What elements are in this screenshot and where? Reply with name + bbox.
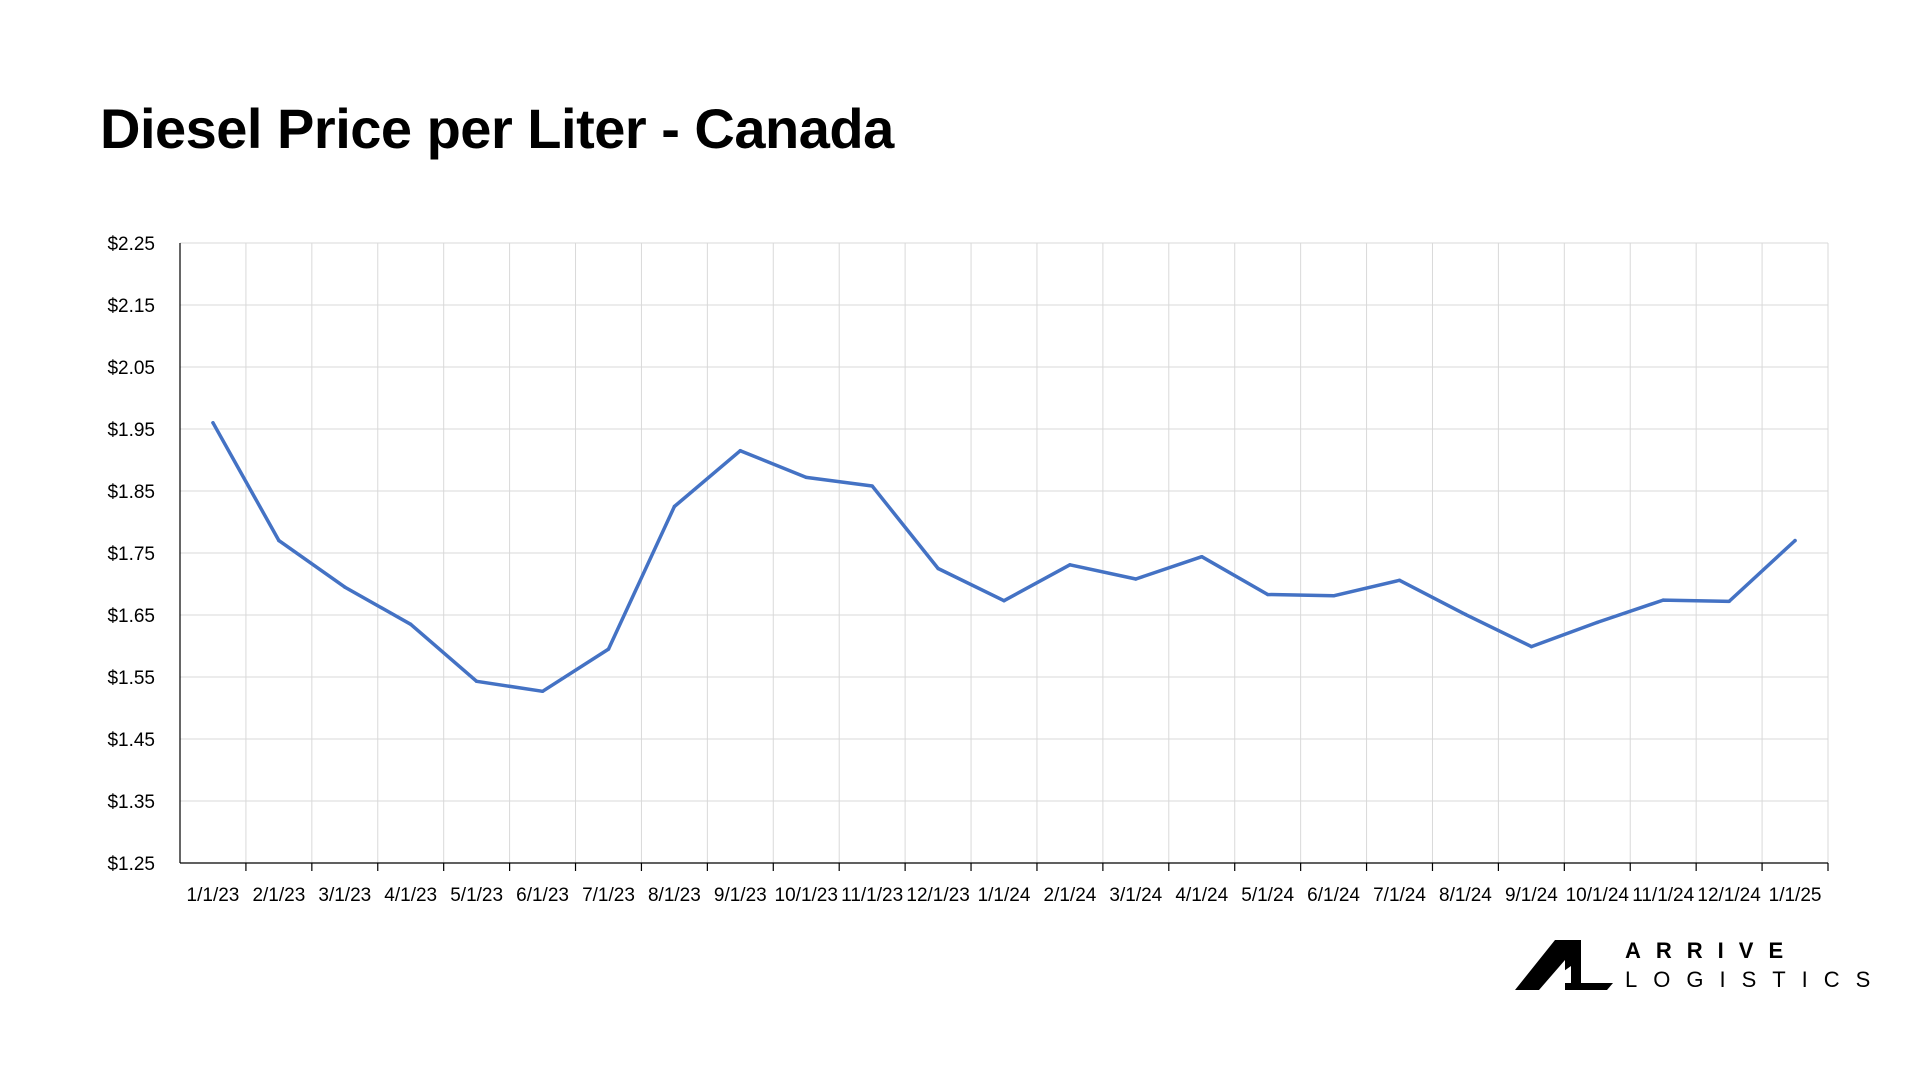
- data-point: [409, 622, 413, 626]
- y-tick-label: $1.55: [107, 668, 155, 689]
- data-point: [1134, 577, 1138, 581]
- data-point: [1529, 644, 1534, 649]
- x-tick-labels: 1/1/23 2/1/23 3/1/23 4/1/23 5/1/23 6/1/23 7/1/…: [187, 885, 1822, 906]
- x-tick-label: 12/1/24: [1697, 885, 1761, 906]
- data-point: [343, 585, 347, 589]
- x-tick-label: 9/1/24: [1505, 885, 1558, 906]
- y-tick-label: $1.95: [107, 420, 155, 441]
- y-tick-label: $1.35: [107, 792, 155, 813]
- x-tick-label: 12/1/23: [906, 885, 969, 906]
- data-point: [1200, 555, 1204, 559]
- x-tick-label: 11/1/23: [841, 885, 903, 906]
- data-point: [1727, 599, 1731, 604]
- y-tick-label: $1.65: [107, 606, 155, 627]
- data-point: [1463, 612, 1468, 617]
- x-tick-label: 9/1/23: [714, 885, 767, 906]
- x-tick-label: 11/1/24: [1632, 885, 1694, 906]
- series-layer: [211, 421, 1797, 694]
- data-point: [870, 484, 874, 488]
- x-tick-label: 2/1/24: [1044, 885, 1097, 906]
- data-point: [1265, 592, 1270, 597]
- data-point: [1661, 598, 1665, 602]
- x-tick-label: 4/1/23: [384, 885, 437, 906]
- data-point: [540, 689, 545, 693]
- data-point: [1068, 563, 1072, 567]
- y-tick-label: $1.45: [107, 730, 155, 751]
- x-tick-label: 5/1/24: [1241, 885, 1294, 906]
- data-point: [277, 538, 281, 543]
- x-tick-label: 8/1/23: [648, 885, 701, 906]
- data-point: [211, 421, 215, 425]
- data-point: [936, 566, 940, 571]
- arrive-logo-mark-icon: [1515, 940, 1613, 990]
- y-tick-label: $2.15: [107, 296, 155, 317]
- data-point: [1595, 620, 1599, 625]
- x-tick-label: 7/1/23: [582, 885, 635, 906]
- logo-wordmark-arrive: ARRIVE: [1625, 938, 1799, 963]
- x-tick-label: 5/1/23: [450, 885, 503, 906]
- data-point: [606, 647, 611, 651]
- data-point: [1793, 538, 1797, 543]
- y-tick-label: $1.25: [107, 854, 155, 875]
- data-point: [738, 449, 743, 453]
- y-tick-label: $2.05: [107, 358, 155, 379]
- x-tick-label: 7/1/24: [1373, 885, 1426, 906]
- data-point: [474, 679, 479, 684]
- y-tick-label: $2.25: [107, 234, 155, 255]
- series-line: [211, 421, 1797, 694]
- logo-wordmark-logistics: LOGISTICS: [1625, 967, 1887, 992]
- y-tick-label: $1.85: [107, 482, 155, 503]
- x-tick-label: 6/1/24: [1307, 885, 1360, 906]
- chart-title: Diesel Price per Liter - Canada: [100, 97, 894, 160]
- x-tick-label: 8/1/24: [1439, 885, 1492, 906]
- x-tick-label: 6/1/23: [516, 885, 569, 906]
- data-point: [672, 504, 677, 509]
- x-tick-label: 1/1/25: [1769, 885, 1822, 906]
- x-tick-label: 3/1/24: [1109, 885, 1162, 906]
- x-tick-label: 4/1/24: [1175, 885, 1228, 906]
- data-point: [804, 475, 808, 480]
- x-tick-label: 10/1/24: [1566, 885, 1630, 906]
- data-point: [1331, 594, 1336, 598]
- x-tick-label: 1/1/24: [978, 885, 1031, 906]
- y-tick-labels: $1.25 $1.35 $1.45 $1.55 $1.65 $1.75 $1.85 $1.95…: [107, 234, 155, 875]
- axis-layer: [179, 243, 1829, 871]
- grid-layer: [180, 242, 1829, 863]
- x-tick-label: 3/1/23: [318, 885, 371, 906]
- arrive-logistics-logo: ARRIVE LOGISTICS: [1515, 936, 1870, 996]
- y-tick-label: $1.75: [107, 544, 155, 565]
- data-point: [1397, 578, 1402, 582]
- x-tick-label: 1/1/23: [187, 885, 240, 906]
- data-point: [1002, 599, 1006, 603]
- x-tick-label: 10/1/23: [775, 885, 838, 906]
- x-tick-label: 2/1/23: [252, 885, 305, 906]
